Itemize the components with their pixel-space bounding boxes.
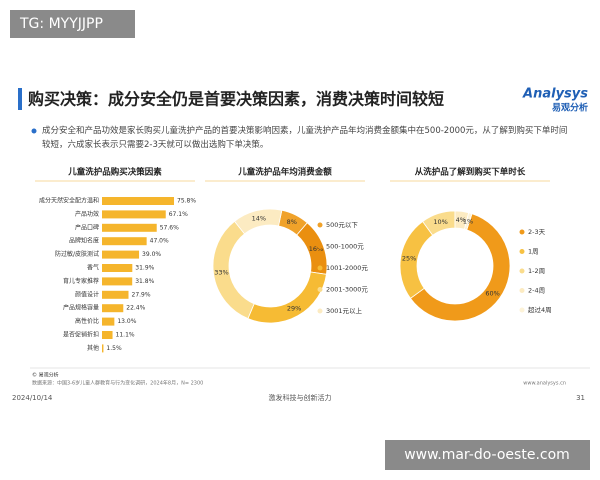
value-label: 75.8% bbox=[177, 198, 196, 205]
value-label: 47.0% bbox=[150, 238, 169, 245]
value-label: 4% bbox=[456, 216, 466, 224]
value-label: 1% bbox=[463, 217, 473, 225]
bar bbox=[102, 290, 129, 299]
donut-segment bbox=[234, 208, 283, 235]
legend-swatch bbox=[519, 307, 525, 313]
category-label: 成分天然安全配方温和 bbox=[39, 197, 99, 205]
legend-swatch bbox=[317, 244, 323, 249]
category-label: 产品口碑 bbox=[75, 223, 99, 231]
legend-label: 1001-2000元 bbox=[326, 264, 368, 272]
donut-segment bbox=[409, 213, 511, 322]
donut-segment bbox=[247, 271, 327, 324]
bar bbox=[102, 344, 104, 353]
value-label: 22.4% bbox=[126, 305, 145, 312]
bar bbox=[102, 210, 166, 219]
value-label: 1.5% bbox=[106, 345, 122, 352]
bar bbox=[102, 304, 124, 313]
category-label: 产品功效 bbox=[75, 210, 99, 218]
date: 2024/10/14 bbox=[12, 394, 53, 402]
value-label: 13.0% bbox=[117, 318, 136, 325]
bar bbox=[102, 223, 157, 232]
legend-swatch bbox=[317, 308, 323, 314]
value-label: 67.1% bbox=[169, 211, 188, 218]
category-label: 其他 bbox=[87, 344, 99, 352]
value-label: 25% bbox=[402, 255, 416, 263]
logo-brand: Analysys bbox=[522, 87, 588, 102]
value-label: 57.6% bbox=[160, 224, 179, 231]
legend-swatch bbox=[519, 268, 525, 274]
slogan: 激发科技与创新活力 bbox=[269, 393, 332, 402]
legend-swatch bbox=[519, 229, 525, 235]
watermark: TG: MYYJJPP bbox=[19, 16, 103, 32]
value-label: 27.9% bbox=[132, 291, 151, 298]
category-label: 产品规格容量 bbox=[63, 304, 99, 312]
bar bbox=[102, 317, 115, 326]
footer-watermark: www.mar-do-oeste.com bbox=[404, 447, 570, 463]
value-label: 29% bbox=[287, 305, 301, 313]
legend-label: 2001-3000元 bbox=[326, 286, 368, 294]
value-label: 16% bbox=[309, 245, 323, 253]
copyright: © 易观分析 bbox=[32, 372, 59, 379]
value-label: 33% bbox=[214, 269, 228, 277]
bar bbox=[102, 237, 147, 246]
category-label: 颜值设计 bbox=[75, 290, 99, 298]
category-label: 品牌知名度 bbox=[69, 237, 99, 245]
chart-title: 从洗护品了解到购买下单时长 bbox=[415, 167, 526, 178]
bar bbox=[102, 250, 140, 259]
website: www.analysys.cn bbox=[523, 381, 566, 387]
legend-label: 1周 bbox=[528, 248, 539, 256]
category-label: 防过敏/皮肤测试 bbox=[55, 250, 99, 258]
legend-swatch bbox=[519, 288, 525, 293]
legend-swatch bbox=[317, 287, 323, 292]
legend-swatch bbox=[317, 265, 323, 271]
legend-label: 2-3天 bbox=[528, 228, 546, 236]
value-label: 31.8% bbox=[135, 278, 154, 285]
value-label: 10% bbox=[433, 218, 447, 226]
legend-swatch bbox=[317, 222, 323, 228]
legend-label: 1-2周 bbox=[528, 267, 545, 275]
watermark-box bbox=[10, 10, 135, 38]
logo-cn: 易观分析 bbox=[552, 102, 588, 114]
legend-label: 3001元以上 bbox=[326, 306, 363, 315]
source: 数据来源：中国3-6岁儿童人群教育与行为变化调研，2024年8月，N= 2300 bbox=[32, 380, 203, 387]
bar bbox=[102, 277, 133, 286]
bar bbox=[102, 264, 133, 272]
bar bbox=[102, 197, 175, 205]
value-label: 11.1% bbox=[116, 332, 135, 339]
value-label: 14% bbox=[252, 214, 266, 222]
category-label: 高性价比 bbox=[75, 317, 99, 325]
value-label: 39.0% bbox=[142, 251, 161, 258]
category-label: 是否促销折扣 bbox=[63, 331, 99, 339]
donut-segment bbox=[463, 212, 473, 231]
legend-label: 500元以下 bbox=[326, 221, 358, 229]
chart-title: 儿童洗护品购买决策因素 bbox=[67, 167, 162, 178]
slide-title: 购买决策：成分安全仍是首要决策因素，消费决策时间较短 bbox=[28, 90, 444, 109]
legend-label: 500-1000元 bbox=[326, 243, 364, 251]
value-label: 8% bbox=[287, 218, 297, 226]
bullet bbox=[31, 128, 37, 134]
bar bbox=[102, 331, 113, 339]
chart-title: 儿童洗护品年均消费金额 bbox=[237, 167, 332, 178]
value-label: 31.9% bbox=[135, 265, 154, 272]
summary: 成分安全和产品功效是家长购买儿童洗护产品的首要决策影响因素，儿童洗护产品年均消费… bbox=[42, 126, 568, 150]
category-label: 育儿专家推荐 bbox=[63, 277, 99, 285]
page-number: 31 bbox=[576, 394, 585, 402]
legend-label: 2-4周 bbox=[528, 287, 545, 295]
category-label: 香气 bbox=[87, 264, 99, 272]
footer-watermark-box bbox=[385, 440, 590, 470]
legend-swatch bbox=[519, 249, 525, 254]
legend-label: 超过4周 bbox=[528, 305, 552, 314]
value-label: 60% bbox=[485, 289, 499, 297]
title-accent bbox=[18, 88, 22, 110]
